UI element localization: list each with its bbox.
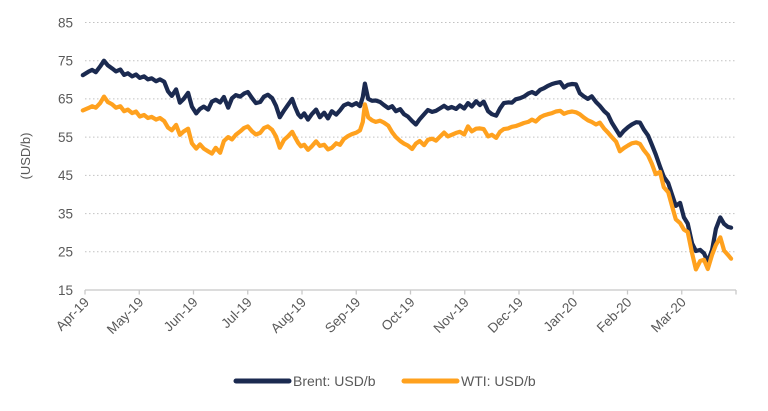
- x-tick-label: Apr-19: [53, 295, 92, 334]
- y-tick-label: 15: [58, 283, 73, 298]
- series-line-wti: [80, 94, 734, 272]
- y-tick-label: 85: [58, 15, 73, 30]
- x-tick-label: Dec-19: [485, 295, 526, 336]
- y-tick-label: 65: [58, 92, 73, 107]
- x-tick-label: Oct-19: [378, 295, 417, 334]
- gridlines-group: [84, 22, 737, 295]
- series-line-brent: [80, 58, 734, 264]
- chart-legend: Brent: USD/b WTI: USD/b: [233, 373, 536, 389]
- x-tick-label: Jun-19: [161, 295, 201, 335]
- y-axis-title: (USD/b): [18, 133, 33, 180]
- y-tick-label: 25: [58, 245, 73, 260]
- y-tick-label: 35: [58, 206, 73, 221]
- x-tick-label: Nov-19: [430, 295, 471, 336]
- x-tick-label: Aug-19: [268, 295, 309, 336]
- y-axis-tick-labels: 15 25 35 45 55 65 75 85: [58, 15, 73, 297]
- y-tick-label: 75: [58, 54, 73, 69]
- x-tick-label: Mar-20: [648, 295, 689, 336]
- x-tick-label: May-19: [104, 295, 146, 337]
- x-tick-label: Sep-19: [322, 295, 363, 336]
- legend-label: WTI: USD/b: [461, 373, 536, 389]
- legend-label: Brent: USD/b: [293, 373, 376, 389]
- y-tick-label: 45: [58, 168, 73, 183]
- x-axis-tick-labels: Apr-19 May-19 Jun-19 Jul-19 Aug-19 Sep-19 Oct-…: [53, 295, 689, 337]
- legend-item: Brent: USD/b: [233, 373, 376, 389]
- x-tick-label: Jan-20: [541, 295, 581, 335]
- y-tick-label: 55: [58, 130, 73, 145]
- x-tick-label: Feb-20: [594, 295, 635, 336]
- series-lines-group: [80, 58, 734, 272]
- legend-item: WTI: USD/b: [401, 373, 536, 389]
- x-tick-label: Jul-19: [218, 295, 255, 332]
